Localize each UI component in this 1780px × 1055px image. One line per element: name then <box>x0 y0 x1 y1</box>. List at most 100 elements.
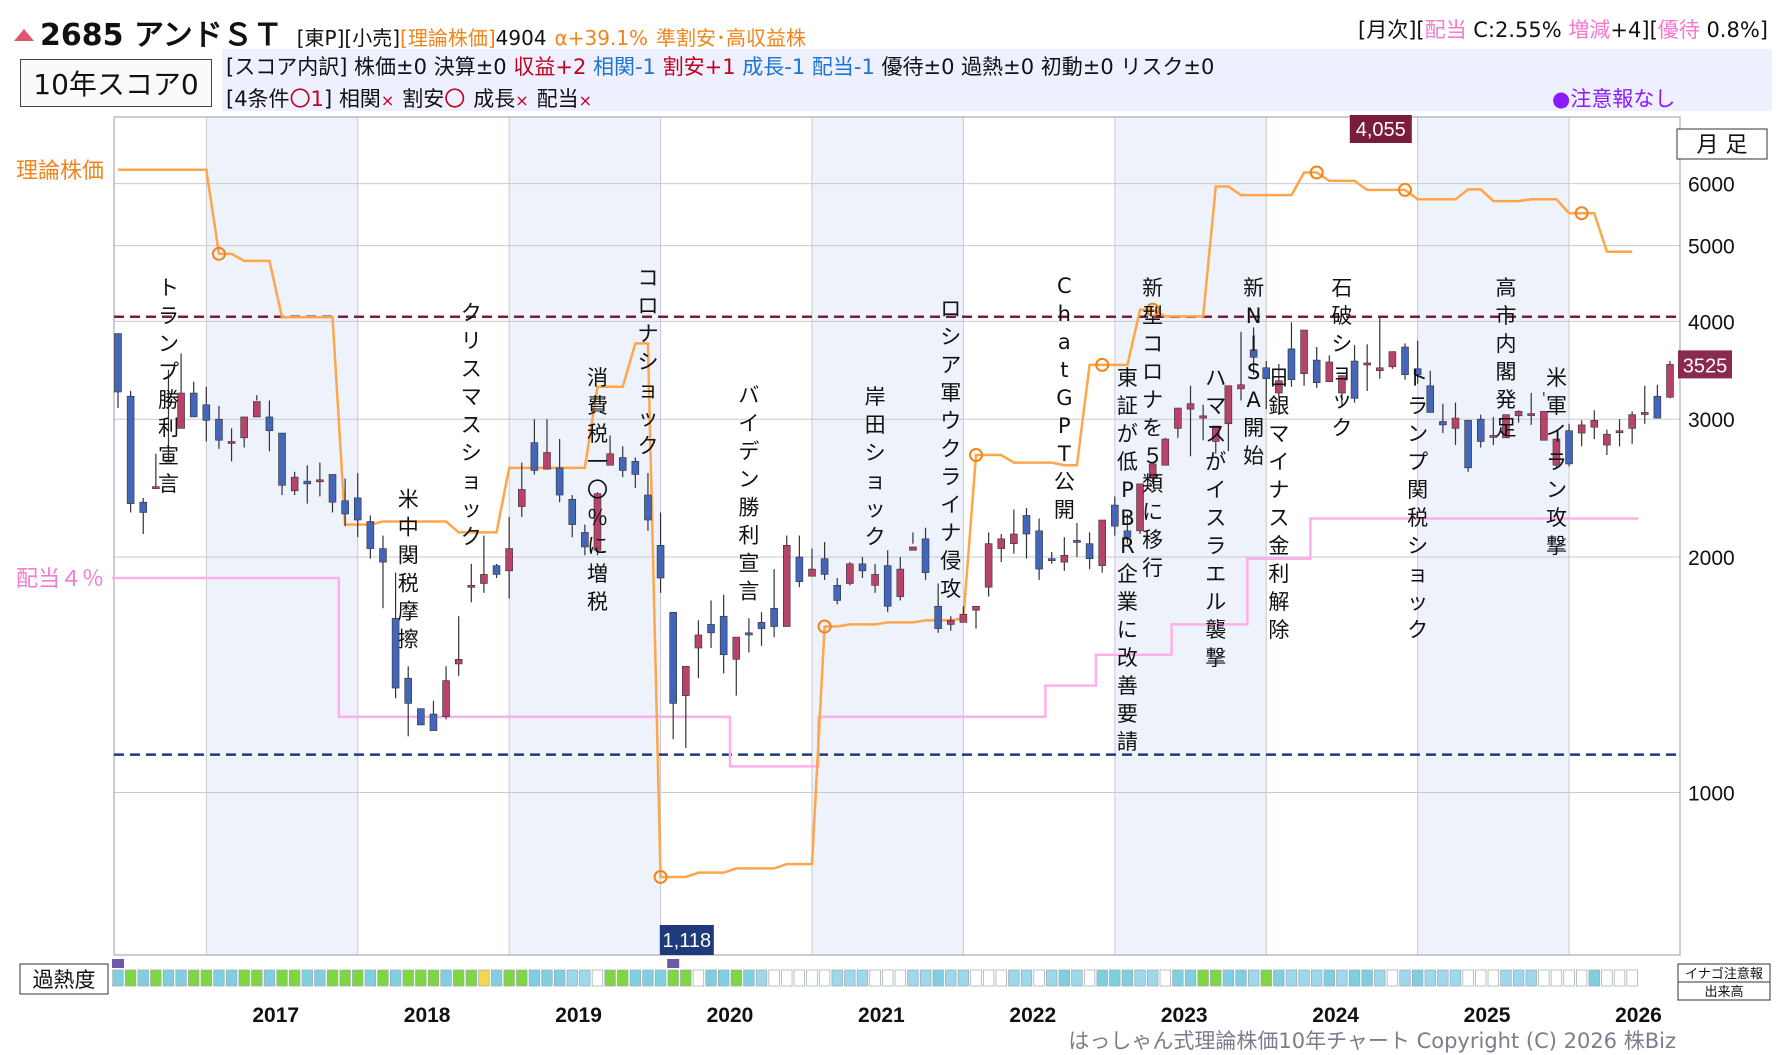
candle <box>1401 343 1409 380</box>
candle <box>328 474 337 513</box>
event-label: 米中関税摩擦 <box>398 487 419 651</box>
heat-cell <box>238 969 250 987</box>
candle-body <box>492 565 501 575</box>
candle <box>1111 496 1119 536</box>
heat-cell <box>251 969 263 987</box>
heat-cell <box>1134 969 1146 987</box>
heat-marker <box>112 959 124 968</box>
heat-cell <box>1601 969 1613 987</box>
candle-body <box>947 620 955 625</box>
dividend-line <box>111 517 1639 768</box>
candle-body <box>1552 438 1561 466</box>
heat-cell <box>806 969 818 987</box>
candle <box>164 369 173 463</box>
candle-body <box>341 500 349 515</box>
heat-cell <box>1424 969 1436 987</box>
candle-body <box>1047 558 1056 561</box>
heat-cell <box>225 969 238 987</box>
candle <box>227 428 236 462</box>
candle-body <box>316 479 324 483</box>
candle <box>568 495 577 538</box>
event-label: トランプ勝利宣言 <box>158 276 179 496</box>
candle-body <box>1249 349 1258 358</box>
candle-body <box>126 395 135 504</box>
candle <box>1514 410 1523 423</box>
copyright: はっしゃん式理論株価10年チャート Copyright (C) 2026 株Bi… <box>1068 1029 1676 1053</box>
heat-cell <box>276 969 288 987</box>
candle <box>1073 523 1081 557</box>
market-label: [東P][小売] <box>296 26 401 50</box>
candle-body <box>707 624 715 634</box>
breakdown-item: 収益+2 <box>513 55 593 79</box>
candle <box>1439 403 1447 434</box>
theory-price-marker <box>1574 206 1589 221</box>
candle-body <box>555 467 564 496</box>
candle <box>682 665 690 749</box>
candle <box>1098 519 1106 573</box>
candle <box>1186 385 1195 457</box>
candle <box>618 446 627 478</box>
candle <box>1161 437 1170 466</box>
breakdown-item: 決算±0 <box>433 55 514 79</box>
candle-body <box>1275 380 1283 394</box>
candle <box>1174 407 1182 438</box>
candle <box>1653 384 1662 419</box>
heat-cell <box>1008 969 1020 987</box>
candle-body <box>694 634 703 649</box>
heat-cell <box>289 969 301 987</box>
heat-cell <box>1462 969 1474 987</box>
stock-code-name: 2685 アンドＳＴ <box>40 18 283 53</box>
heat-cell <box>1437 969 1449 987</box>
candle <box>1552 438 1561 468</box>
candle-body <box>1199 415 1207 419</box>
candle <box>543 419 551 470</box>
heat-cell <box>1058 969 1070 987</box>
heat-cell <box>377 969 389 987</box>
candle-body <box>909 546 917 551</box>
min-label: 1,118 <box>663 930 712 952</box>
y-tick-label: 3000 <box>1688 409 1735 432</box>
candle <box>782 535 791 627</box>
candle <box>631 457 640 489</box>
heat-cell <box>1273 969 1285 987</box>
candle <box>909 532 917 551</box>
candle <box>1464 420 1472 472</box>
candle-body <box>379 548 387 563</box>
condition-mark: 〇 <box>444 87 466 111</box>
candle <box>1148 463 1157 484</box>
candle <box>858 556 867 579</box>
candle <box>278 432 286 496</box>
candle <box>1010 509 1018 554</box>
candle-body <box>846 563 854 584</box>
heat-cell <box>1311 969 1323 987</box>
heat-cell <box>314 969 326 987</box>
theory-price-marker <box>1095 357 1110 372</box>
candle <box>947 616 955 631</box>
candle <box>581 524 589 556</box>
min-label-box <box>659 925 714 955</box>
x-year-label: 2017 <box>252 1004 299 1027</box>
candle <box>833 578 841 605</box>
heat-cell <box>1626 969 1638 987</box>
condition-mark: × <box>578 91 593 110</box>
heat-cell <box>427 969 440 987</box>
candle <box>366 515 375 559</box>
theory-price-marker <box>969 448 984 463</box>
heat-cell <box>1096 969 1108 987</box>
candle-body <box>1628 414 1636 429</box>
candle <box>1035 518 1043 580</box>
candle-body <box>202 404 211 421</box>
breakdown-item: 相関-1 <box>592 55 663 79</box>
candle <box>1376 317 1384 379</box>
candle <box>757 612 766 646</box>
candle-body <box>518 489 526 507</box>
heat-cell <box>150 969 162 987</box>
candle <box>1325 355 1334 383</box>
candle-body <box>1565 430 1573 465</box>
heat-cell <box>213 969 225 987</box>
heat-label-box <box>19 963 109 995</box>
candle <box>984 532 993 597</box>
heat-cell <box>718 969 730 987</box>
theory-price-marker <box>653 869 668 884</box>
dividend-legend: 配当４％ <box>16 567 104 592</box>
